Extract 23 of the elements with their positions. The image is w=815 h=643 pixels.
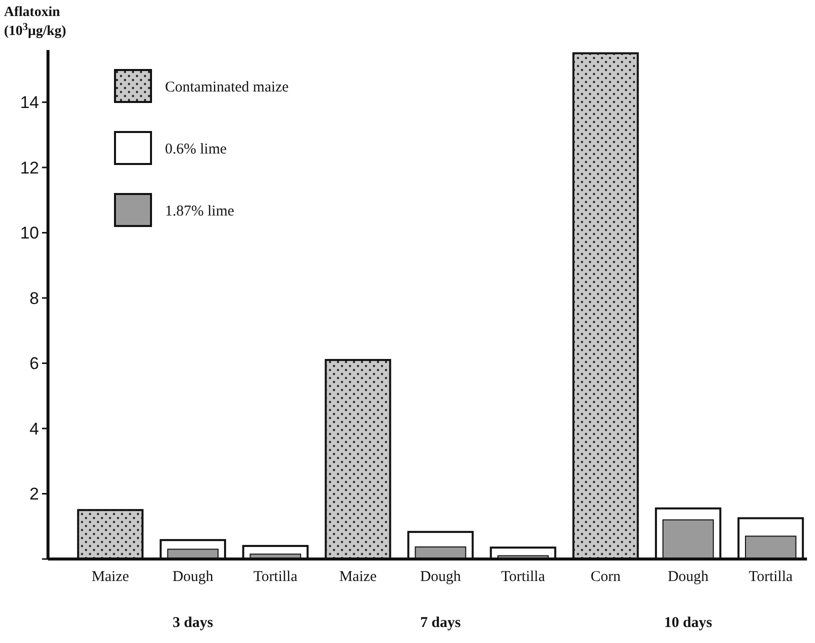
x-tick-label: Tortilla — [748, 569, 793, 585]
x-tick-label: Dough — [420, 569, 462, 585]
legend-label: Contaminated maize — [165, 79, 290, 96]
x-tick-label: Tortilla — [253, 569, 298, 585]
legend-label: 0.6% lime — [165, 141, 227, 158]
y-axis-title: Aflatoxin (10$^{3}$μg/kg) — [4, 5, 67, 39]
x-tick-label: Corn — [590, 569, 622, 585]
y-tick-label: 14 — [20, 93, 39, 112]
y-tick-label: 2 — [30, 484, 39, 504]
y-tick-label: 12 — [20, 158, 39, 178]
y-tick-label: 8 — [30, 288, 39, 308]
x-tick-label: Dough — [172, 569, 214, 585]
x-tick-label: Maize — [339, 569, 378, 585]
x-tick-label: Dough — [668, 569, 710, 585]
text: 3 days — [172, 615, 214, 631]
text: 10 days — [664, 615, 712, 631]
y-tick-label: 10 — [20, 224, 39, 243]
x-tick-label: Maize — [92, 569, 130, 585]
text: 7 days — [420, 615, 461, 631]
y-tick-label: 4 — [30, 419, 39, 438]
legend-label: 1.87% lime — [165, 203, 234, 220]
y-tick-label: 6 — [30, 354, 39, 374]
x-tick-label: Tortilla — [501, 569, 546, 585]
